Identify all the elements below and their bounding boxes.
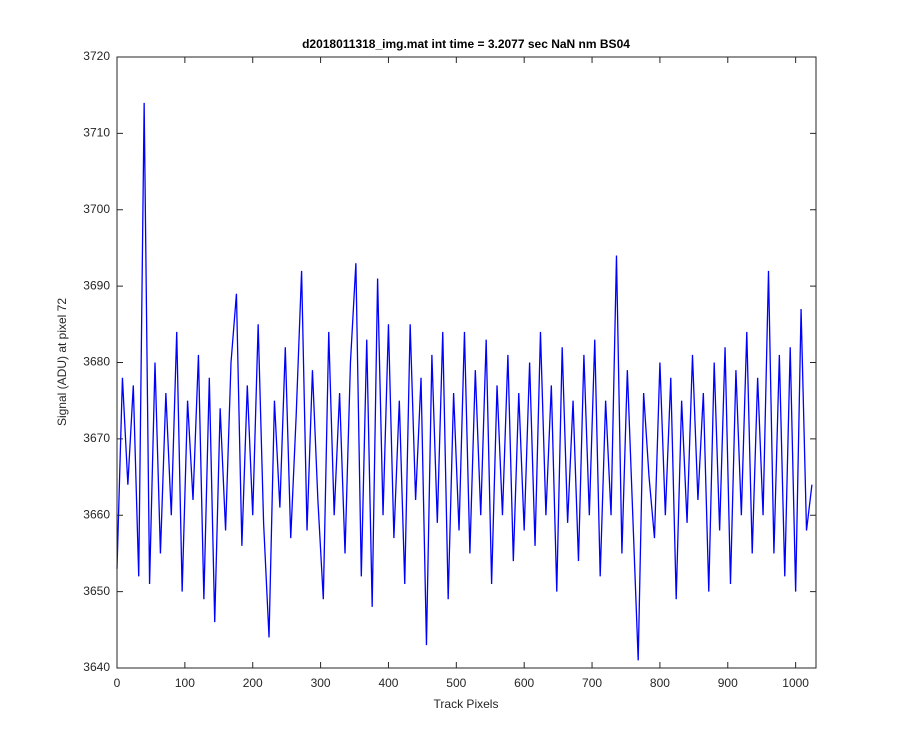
- x-tick-label: 800: [650, 676, 670, 690]
- x-tick-label: 300: [311, 676, 331, 690]
- x-tick-label: 400: [378, 676, 398, 690]
- x-tick-label: 600: [514, 676, 534, 690]
- x-tick-label: 100: [175, 676, 195, 690]
- y-tick-label: 3650: [83, 584, 110, 598]
- y-tick-label: 3710: [83, 126, 110, 140]
- data-line: [116, 102, 813, 661]
- plot-area: [117, 57, 816, 668]
- chart-title: d2018011318_img.mat int time = 3.2077 se…: [302, 37, 630, 51]
- x-tick-label: 1000: [782, 676, 809, 690]
- y-tick-label: 3640: [83, 660, 110, 674]
- y-tick-label: 3720: [83, 49, 110, 63]
- y-axis-label: Signal (ADU) at pixel 72: [55, 298, 69, 426]
- x-tick-label: 200: [243, 676, 263, 690]
- y-tick-label: 3680: [83, 355, 110, 369]
- axes-box: [116, 56, 817, 669]
- y-tick-label: 3690: [83, 278, 110, 292]
- x-tick-label: 700: [582, 676, 602, 690]
- y-tick-label: 3670: [83, 431, 110, 445]
- x-axis-label: Track Pixels: [434, 697, 499, 711]
- x-tick-label: 0: [114, 676, 121, 690]
- x-tick-label: 900: [718, 676, 738, 690]
- x-tick-label: 500: [446, 676, 466, 690]
- y-tick-label: 3660: [83, 507, 110, 521]
- y-tick-label: 3700: [83, 202, 110, 216]
